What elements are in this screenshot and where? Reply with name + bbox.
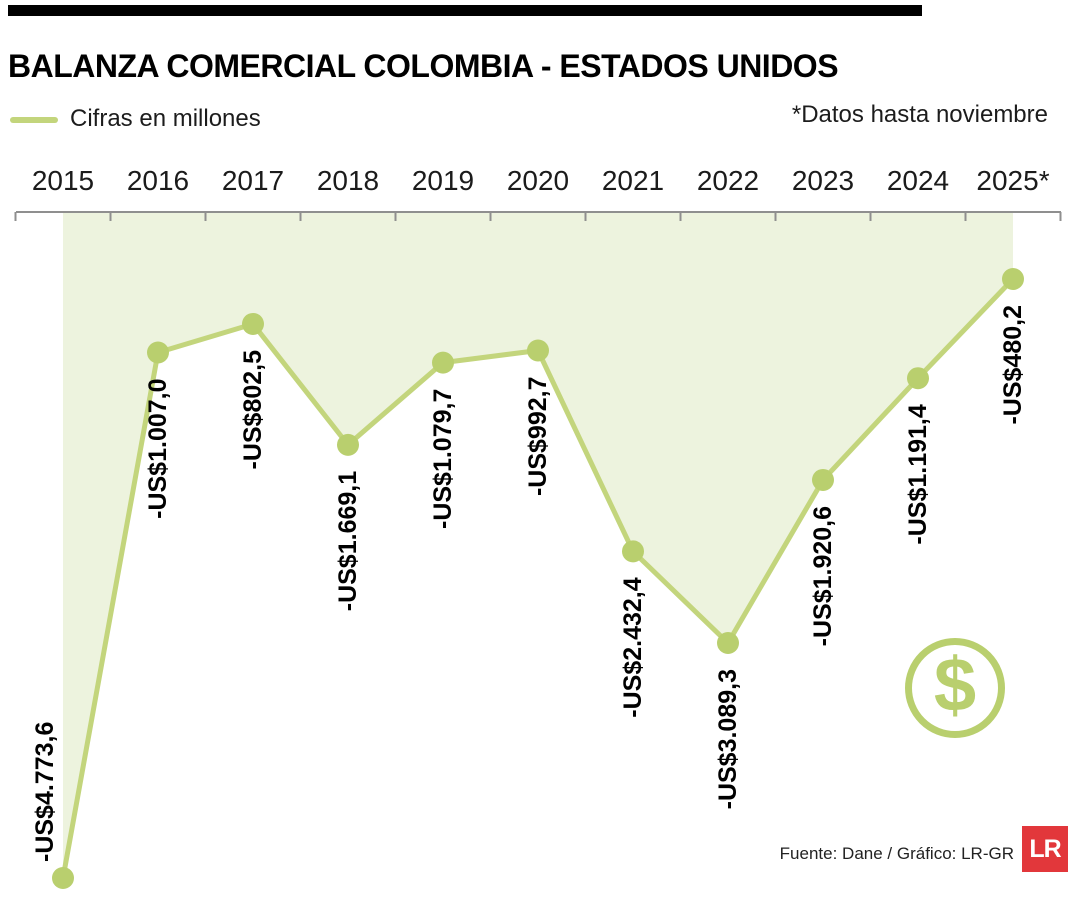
source-credit: Fuente: Dane / Gráfico: LR-GR <box>779 844 1014 863</box>
dollar-glyph: $ <box>933 643 977 728</box>
data-point-marker <box>527 339 549 362</box>
value-label: -US$1.191,4 <box>904 404 932 544</box>
data-note: *Datos hasta noviembre <box>791 101 1048 128</box>
value-label: -US$2.432,4 <box>619 577 647 717</box>
legend-line-swatch <box>10 117 58 123</box>
data-point-marker <box>432 351 454 374</box>
year-label: 2021 <box>602 165 664 196</box>
data-point-marker <box>147 341 169 364</box>
year-label: 2025* <box>976 165 1049 196</box>
trade-balance-line-chart: 2015 2016 2017 2018 2019 2020 2021 2022 2023 2024… <box>14 165 1062 889</box>
year-label: 2023 <box>792 165 854 196</box>
legend-label: Cifras en millones <box>70 105 261 132</box>
value-label: -US$1.669,1 <box>334 471 362 611</box>
year-label: 2022 <box>697 165 759 196</box>
value-label: -US$480,2 <box>999 305 1027 425</box>
data-point-marker <box>907 367 929 390</box>
page-title: BALANZA COMERCIAL COLOMBIA - ESTADOS UNI… <box>8 48 839 85</box>
data-point-marker <box>812 468 834 491</box>
value-label: -US$802,5 <box>239 350 267 470</box>
value-label: -US$3.089,3 <box>714 669 742 809</box>
value-label: -US$992,7 <box>524 376 552 496</box>
value-label: -US$4.773,6 <box>31 722 59 862</box>
data-point-marker <box>52 867 74 889</box>
lr-logo: LR <box>1022 826 1068 872</box>
dollar-icon: $ <box>905 638 1005 738</box>
area-fill <box>63 212 1013 878</box>
data-point-marker <box>242 312 264 335</box>
year-label: 2016 <box>127 165 189 196</box>
year-label: 2018 <box>317 165 379 196</box>
year-label: 2019 <box>412 165 474 196</box>
data-point-marker <box>1002 267 1024 290</box>
value-label: -US$1.007,0 <box>144 378 172 518</box>
year-label: 2015 <box>32 165 94 196</box>
data-point-marker <box>337 433 359 456</box>
top-accent-bar <box>8 5 922 16</box>
value-label: -US$1.920,6 <box>809 506 837 646</box>
year-label: 2024 <box>887 165 949 196</box>
data-point-marker <box>717 632 739 655</box>
year-label: 2020 <box>507 165 569 196</box>
lr-logo-text: LR <box>1029 834 1061 863</box>
value-label: -US$1.079,7 <box>429 389 457 529</box>
year-label: 2017 <box>222 165 284 196</box>
data-point-marker <box>622 540 644 563</box>
